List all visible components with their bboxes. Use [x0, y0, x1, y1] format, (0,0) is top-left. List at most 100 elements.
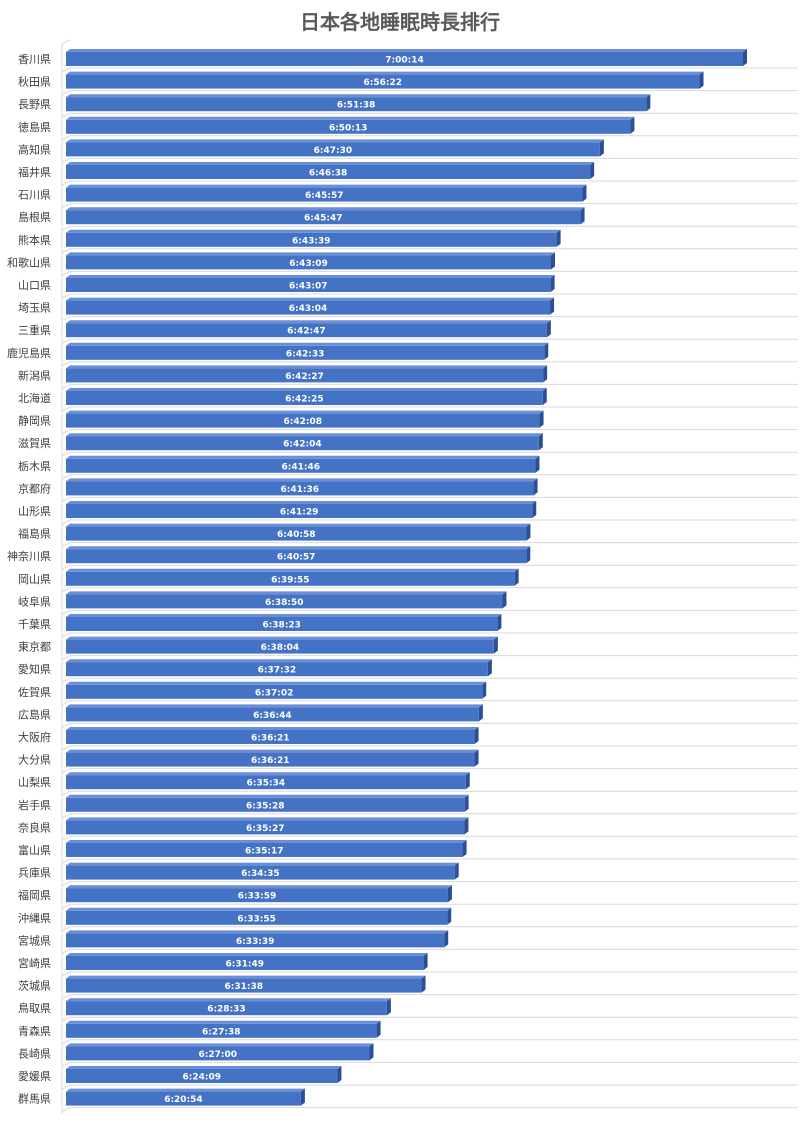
gridline — [61, 361, 798, 367]
bar — [66, 820, 465, 835]
data-label: 6:42:25 — [285, 395, 324, 405]
category-label: 鳥取県 — [18, 1001, 51, 1015]
bar-top — [66, 1066, 342, 1069]
data-label: 6:35:28 — [246, 801, 285, 811]
bar-top — [66, 636, 498, 640]
bar-side — [478, 704, 483, 722]
bar — [66, 458, 536, 473]
bar — [66, 413, 540, 428]
category-label: 宮崎県 — [18, 956, 51, 970]
bar-side — [544, 342, 549, 360]
data-label: 6:40:58 — [277, 530, 316, 540]
bar — [66, 165, 591, 179]
gridline — [61, 813, 798, 819]
gridline — [61, 632, 798, 638]
data-label: 6:36:21 — [251, 756, 290, 766]
data-label: 6:35:34 — [247, 779, 286, 789]
gridline — [61, 451, 798, 457]
data-label: 6:31:38 — [225, 982, 264, 992]
category-label: 山口県 — [18, 279, 51, 292]
bar-top — [66, 614, 502, 617]
data-label: 6:35:17 — [245, 847, 284, 857]
bar — [66, 594, 503, 609]
bar-top — [66, 297, 555, 301]
data-label: 6:42:04 — [283, 440, 322, 450]
gridline — [61, 677, 798, 683]
data-label: 6:20:54 — [164, 1095, 203, 1105]
bar — [66, 278, 551, 292]
bar — [66, 775, 466, 790]
gridline — [61, 881, 798, 887]
gridline — [61, 225, 798, 231]
gridline — [61, 1107, 798, 1113]
bar-side — [454, 862, 459, 880]
bar-top — [66, 501, 537, 504]
gridline — [61, 564, 798, 570]
bar-side — [526, 546, 531, 564]
bar-side — [550, 252, 555, 270]
category-label: 山形県 — [18, 505, 51, 518]
category-label: 福岡県 — [18, 888, 51, 902]
bar — [66, 639, 494, 654]
data-label: 6:35:27 — [246, 824, 285, 834]
data-label: 6:41:46 — [281, 462, 320, 472]
bar-side — [444, 930, 449, 948]
gridline — [61, 90, 798, 96]
bar-top — [66, 772, 470, 776]
gridline — [61, 270, 798, 276]
bar — [66, 1001, 387, 1016]
bar-top — [66, 275, 555, 278]
bar-side — [599, 139, 604, 157]
bar-side — [533, 478, 538, 496]
category-label: 福井県 — [18, 165, 51, 179]
bar — [66, 97, 647, 112]
gridline — [61, 496, 798, 502]
category-label: 佐賀県 — [18, 685, 51, 699]
bar — [66, 436, 539, 451]
bar-side — [447, 907, 452, 925]
category-label: 静岡県 — [18, 414, 51, 428]
bar — [66, 843, 463, 857]
bar — [66, 232, 557, 247]
data-label: 6:40:57 — [277, 553, 316, 563]
gridline — [61, 768, 798, 774]
data-label: 6:36:44 — [253, 711, 292, 721]
data-label: 6:41:36 — [281, 485, 320, 495]
category-label: 大阪府 — [18, 730, 51, 744]
bar-side — [590, 162, 595, 179]
category-label: 茨城県 — [18, 979, 51, 993]
bar-top — [66, 817, 469, 821]
data-label: 6:37:32 — [258, 666, 297, 676]
bar-top — [66, 252, 555, 256]
bar-top — [66, 116, 635, 120]
category-label: 山梨県 — [18, 775, 51, 789]
bar-side — [474, 727, 479, 744]
gridline — [61, 835, 798, 841]
gridline — [61, 858, 798, 864]
data-label: 6:27:00 — [198, 1050, 237, 1060]
gridline — [61, 316, 798, 322]
bar-top — [66, 659, 492, 663]
category-label: 埼玉県 — [18, 301, 51, 315]
category-label: 岐阜県 — [18, 595, 51, 608]
bar-side — [743, 49, 747, 66]
bar — [66, 549, 527, 564]
data-label: 6:33:55 — [237, 914, 276, 924]
gridline — [61, 587, 798, 593]
gridline — [61, 338, 798, 344]
bar-side — [497, 614, 502, 631]
bar — [66, 752, 475, 767]
bar-side — [465, 772, 470, 790]
category-label: 愛知県 — [18, 662, 51, 676]
bar — [66, 571, 515, 586]
bar-top — [66, 930, 449, 934]
data-label: 6:27:38 — [202, 1027, 241, 1037]
bar-top — [66, 94, 651, 98]
bar-side — [532, 501, 537, 518]
bar-side — [538, 433, 543, 451]
data-label: 6:56:22 — [364, 78, 403, 88]
bar-side — [542, 388, 547, 405]
bar — [66, 210, 581, 225]
gridline — [61, 745, 798, 751]
category-label: 宮城県 — [18, 933, 51, 947]
